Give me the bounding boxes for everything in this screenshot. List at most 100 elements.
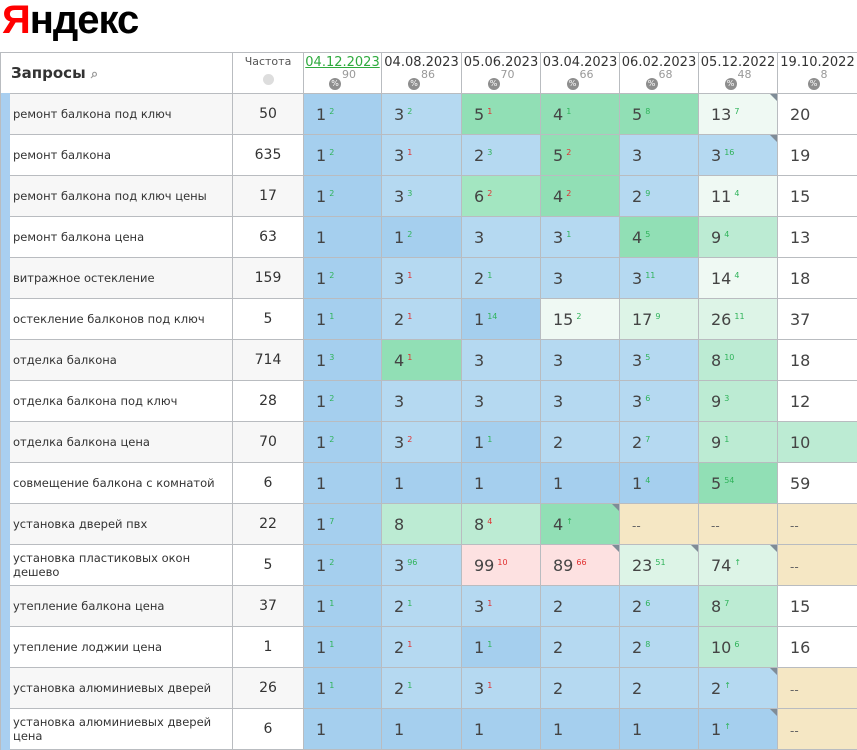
query-cell[interactable]: утепление балкона цена bbox=[0, 585, 233, 628]
query-cell[interactable]: ремонт балкона цена bbox=[0, 216, 233, 259]
position-cell[interactable]: 1 bbox=[303, 708, 382, 750]
position-cell[interactable]: 2 bbox=[540, 626, 620, 668]
query-cell[interactable]: ремонт балкона под ключ bbox=[0, 93, 233, 136]
position-cell[interactable]: 1 bbox=[461, 462, 541, 504]
position-cell[interactable]: 1 bbox=[303, 462, 382, 504]
position-cell[interactable]: 12 bbox=[777, 380, 857, 422]
position-cell[interactable]: 26 11 bbox=[698, 298, 778, 340]
date-header-04.12.2023[interactable]: 04.12.2023 %90 bbox=[303, 52, 382, 94]
position-cell[interactable]: 3 bbox=[381, 380, 462, 422]
corner-marker-icon[interactable] bbox=[770, 545, 777, 552]
position-cell[interactable]: 10 6 bbox=[698, 626, 778, 668]
search-icon[interactable]: ⌕ bbox=[90, 67, 99, 82]
query-cell[interactable]: остекление балконов под ключ bbox=[0, 298, 233, 341]
date-header-03.04.2023[interactable]: 03.04.2023 %66 bbox=[540, 52, 620, 94]
corner-marker-icon[interactable] bbox=[770, 135, 777, 142]
corner-marker-icon[interactable] bbox=[770, 709, 777, 716]
position-cell[interactable]: 2 bbox=[619, 667, 699, 709]
corner-marker-icon[interactable] bbox=[612, 545, 619, 552]
position-cell[interactable]: 23 51 bbox=[619, 544, 699, 586]
date-label[interactable]: 03.04.2023 bbox=[542, 55, 618, 70]
position-cell[interactable]: 3 bbox=[619, 134, 699, 176]
position-cell[interactable]: 59 bbox=[777, 462, 857, 504]
position-cell[interactable]: 3 bbox=[461, 380, 541, 422]
query-cell[interactable]: установка алюминиевых дверей цена bbox=[0, 708, 233, 750]
position-cell[interactable]: 3 bbox=[461, 216, 541, 258]
position-cell[interactable]: 89 66 bbox=[540, 544, 620, 586]
position-cell[interactable]: 8 10 bbox=[698, 339, 778, 381]
date-label[interactable]: 04.12.2023 bbox=[305, 55, 380, 70]
position-cell[interactable]: 1 bbox=[381, 708, 462, 750]
position-cell[interactable]: 15 bbox=[777, 585, 857, 627]
position-cell[interactable]: 3 bbox=[461, 339, 541, 381]
position-cell[interactable]: 3 11 bbox=[619, 257, 699, 299]
position-cell[interactable]: 3 bbox=[540, 339, 620, 381]
position-cell[interactable]: 13 7 bbox=[698, 93, 778, 135]
queries-header[interactable]: Запросы ⌕ bbox=[0, 52, 233, 94]
position-cell[interactable]: 16 bbox=[777, 626, 857, 668]
position-cell[interactable]: -- bbox=[777, 708, 857, 750]
position-cell[interactable]: 2 bbox=[540, 585, 620, 627]
position-cell[interactable]: 99 10 bbox=[461, 544, 541, 586]
position-cell[interactable]: 13 bbox=[777, 216, 857, 258]
date-label[interactable]: 04.08.2023 bbox=[384, 55, 459, 70]
query-cell[interactable]: витражное остекление bbox=[0, 257, 233, 300]
date-label[interactable]: 06.02.2023 bbox=[621, 55, 697, 70]
frequency-header[interactable]: Частота bbox=[232, 52, 304, 94]
position-cell[interactable]: 1 bbox=[540, 708, 620, 750]
query-cell[interactable]: совмещение балкона с комнатой bbox=[0, 462, 233, 505]
corner-marker-icon[interactable] bbox=[770, 94, 777, 101]
date-header-06.02.2023[interactable]: 06.02.2023 %68 bbox=[619, 52, 699, 94]
position-cell[interactable]: 14 4 bbox=[698, 257, 778, 299]
query-cell[interactable]: отделка балкона bbox=[0, 339, 233, 382]
position-cell[interactable]: -- bbox=[777, 503, 857, 545]
query-cell[interactable]: установка дверей пвх bbox=[0, 503, 233, 546]
position-cell[interactable]: 74 ↑ bbox=[698, 544, 778, 586]
position-cell[interactable]: 2 bbox=[540, 667, 620, 709]
date-header-19.10.2022[interactable]: 19.10.2022 %8 bbox=[777, 52, 857, 94]
corner-marker-icon[interactable] bbox=[770, 668, 777, 675]
position-cell[interactable]: -- bbox=[698, 503, 778, 545]
position-cell[interactable]: 3 96 bbox=[381, 544, 462, 586]
position-cell[interactable]: 1 bbox=[303, 216, 382, 258]
date-label[interactable]: 05.06.2023 bbox=[463, 55, 539, 70]
position-cell[interactable]: 3 16 bbox=[698, 134, 778, 176]
date-header-04.08.2023[interactable]: 04.08.2023 %86 bbox=[381, 52, 462, 94]
position-cell[interactable]: 17 9 bbox=[619, 298, 699, 340]
